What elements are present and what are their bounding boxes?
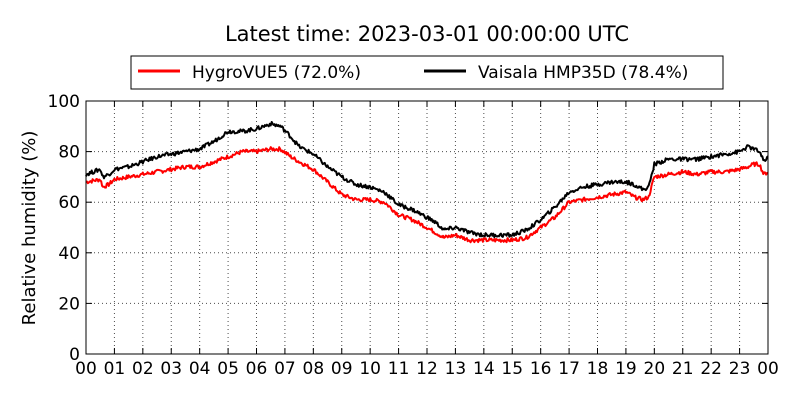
x-tick-label: 10 <box>359 359 381 379</box>
x-tick-label: 05 <box>217 359 239 379</box>
y-tick-label: 0 <box>69 345 80 365</box>
x-tick-label: 11 <box>388 359 410 379</box>
x-tick-label: 20 <box>644 359 666 379</box>
legend-label-vaisala: Vaisala HMP35D (78.4%) <box>478 63 688 83</box>
y-tick-label: 80 <box>58 143 80 163</box>
x-tick-label: 17 <box>558 359 580 379</box>
y-tick-label: 20 <box>58 294 80 314</box>
y-tick-label: 100 <box>48 92 80 112</box>
x-tick-label: 02 <box>132 359 154 379</box>
x-tick-label: 23 <box>729 359 751 379</box>
x-tick-label: 13 <box>445 359 467 379</box>
x-tick-label: 00 <box>757 359 779 379</box>
x-tick-label: 01 <box>104 359 126 379</box>
x-tick-label: 14 <box>473 359 495 379</box>
series-lines <box>85 121 769 244</box>
legend: HygroVUE5 (72.0%) Vaisala HMP35D (78.4%) <box>130 55 724 90</box>
y-tick-label: 60 <box>58 193 80 213</box>
x-tick-label: 21 <box>672 359 694 379</box>
x-tick-label: 19 <box>615 359 637 379</box>
x-tick-label: 12 <box>416 359 438 379</box>
chart-title: Latest time: 2023-03-01 00:00:00 UTC <box>225 22 629 46</box>
x-tick-label: 08 <box>303 359 325 379</box>
x-tick-label: 22 <box>700 359 722 379</box>
x-tick-label: 09 <box>331 359 353 379</box>
x-tick-label: 07 <box>274 359 296 379</box>
legend-label-hygrovue5: HygroVUE5 (72.0%) <box>192 63 361 83</box>
y-axis-label: Relative humidity (%) <box>19 131 40 326</box>
x-tick-label: 16 <box>530 359 552 379</box>
x-tick-label: 15 <box>501 359 523 379</box>
x-tick-label: 03 <box>160 359 182 379</box>
y-tick-label: 40 <box>58 244 80 264</box>
x-tick-label: 18 <box>587 359 609 379</box>
series-line-vaisala <box>85 121 769 239</box>
series-line-hygrovue5 <box>85 146 769 244</box>
grid-lines <box>86 101 768 354</box>
y-axis-ticks: 0 20 40 60 80 100 <box>48 92 768 365</box>
x-axis-ticks: 00 01 02 03 04 05 06 07 08 09 10 11 12 13 14 15 16 17 18 19… <box>75 101 779 379</box>
x-tick-label: 00 <box>75 359 97 379</box>
x-tick-label: 04 <box>189 359 211 379</box>
x-tick-label: 06 <box>246 359 268 379</box>
